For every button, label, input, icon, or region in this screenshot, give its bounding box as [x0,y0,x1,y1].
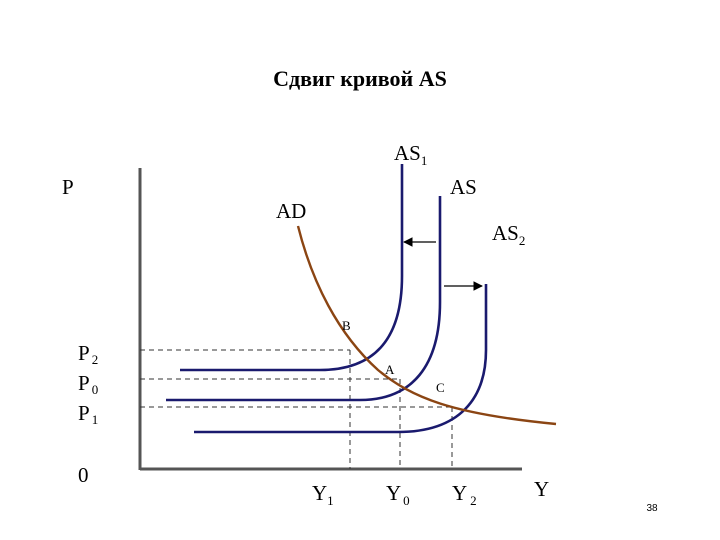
as1-label: AS1 [394,141,427,168]
point-b-label: B [342,318,351,333]
diagram-title: Сдвиг кривой AS [273,66,447,91]
as-curve [166,196,442,402]
as2-curve [194,284,488,434]
as1-curve [180,164,404,372]
y1-label: Y1 [312,481,334,508]
point-c-label: C [436,380,445,395]
ad-curve [296,225,557,426]
output-axis-label: Y [534,477,549,501]
as2-label: AS2 [492,221,525,248]
point-a-label: A [385,362,395,377]
as-label: AS [450,175,477,199]
price-axis-label: P [62,175,74,199]
page-number: 38 [646,503,658,514]
ad-label: AD [276,199,306,223]
origin-label: 0 [78,463,89,487]
